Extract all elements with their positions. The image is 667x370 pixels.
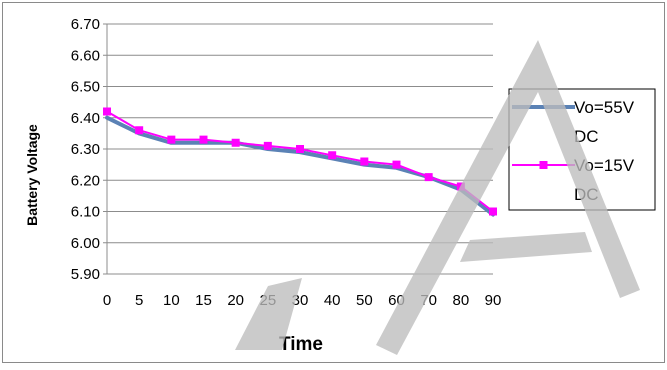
y-axis-title: Battery Voltage	[24, 124, 40, 226]
x-tick-label-0: 0	[103, 292, 111, 309]
data-point-1-15	[199, 135, 208, 144]
watermark-stroke-left	[235, 278, 302, 350]
y-tick-label-6.40: 6.40	[71, 110, 100, 127]
y-tick-label-6.50: 6.50	[71, 79, 100, 96]
data-point-1-20	[231, 138, 240, 147]
data-point-1-40	[328, 151, 337, 160]
y-tick-label-6.10: 6.10	[71, 204, 100, 221]
legend-label-0: Vo=55V	[574, 98, 635, 117]
y-tick-label-6.60: 6.60	[71, 47, 100, 64]
data-point-1-0	[103, 107, 111, 116]
y-tick-label-6.20: 6.20	[71, 172, 100, 189]
x-axis-title: Time	[279, 334, 323, 355]
data-point-1-25	[263, 141, 272, 150]
y-tick-label-6.70: 6.70	[71, 16, 100, 33]
data-point-1-5	[135, 126, 144, 135]
data-point-1-10	[167, 135, 176, 144]
gridlines	[107, 23, 493, 244]
y-tick-label-6.30: 6.30	[71, 141, 100, 158]
x-tick-label-80: 80	[452, 292, 469, 309]
x-tick-label-20: 20	[227, 292, 244, 309]
x-tick-label-5: 5	[135, 292, 143, 309]
x-tick-label-40: 40	[324, 292, 341, 309]
x-tick-label-50: 50	[356, 292, 373, 309]
watermark	[235, 40, 640, 355]
x-tick-label-90: 90	[485, 292, 502, 309]
legend-swatch-marker-1	[539, 161, 548, 169]
y-tick-label-5.90: 5.90	[71, 266, 100, 283]
data-point-1-90	[489, 207, 497, 216]
series-markers	[103, 107, 497, 216]
x-tick-label-15: 15	[195, 292, 212, 309]
data-point-1-70	[424, 173, 433, 182]
y-tick-label-6.00: 6.00	[71, 235, 100, 252]
x-tick-label-10: 10	[163, 292, 180, 309]
axis-titles: Time Battery Voltage	[24, 124, 323, 355]
data-point-1-50	[360, 157, 369, 166]
data-point-1-30	[296, 145, 304, 153]
watermark-a-shape	[376, 40, 640, 355]
legend-label-line2-0: DC	[574, 127, 599, 146]
data-point-1-60	[392, 160, 401, 169]
